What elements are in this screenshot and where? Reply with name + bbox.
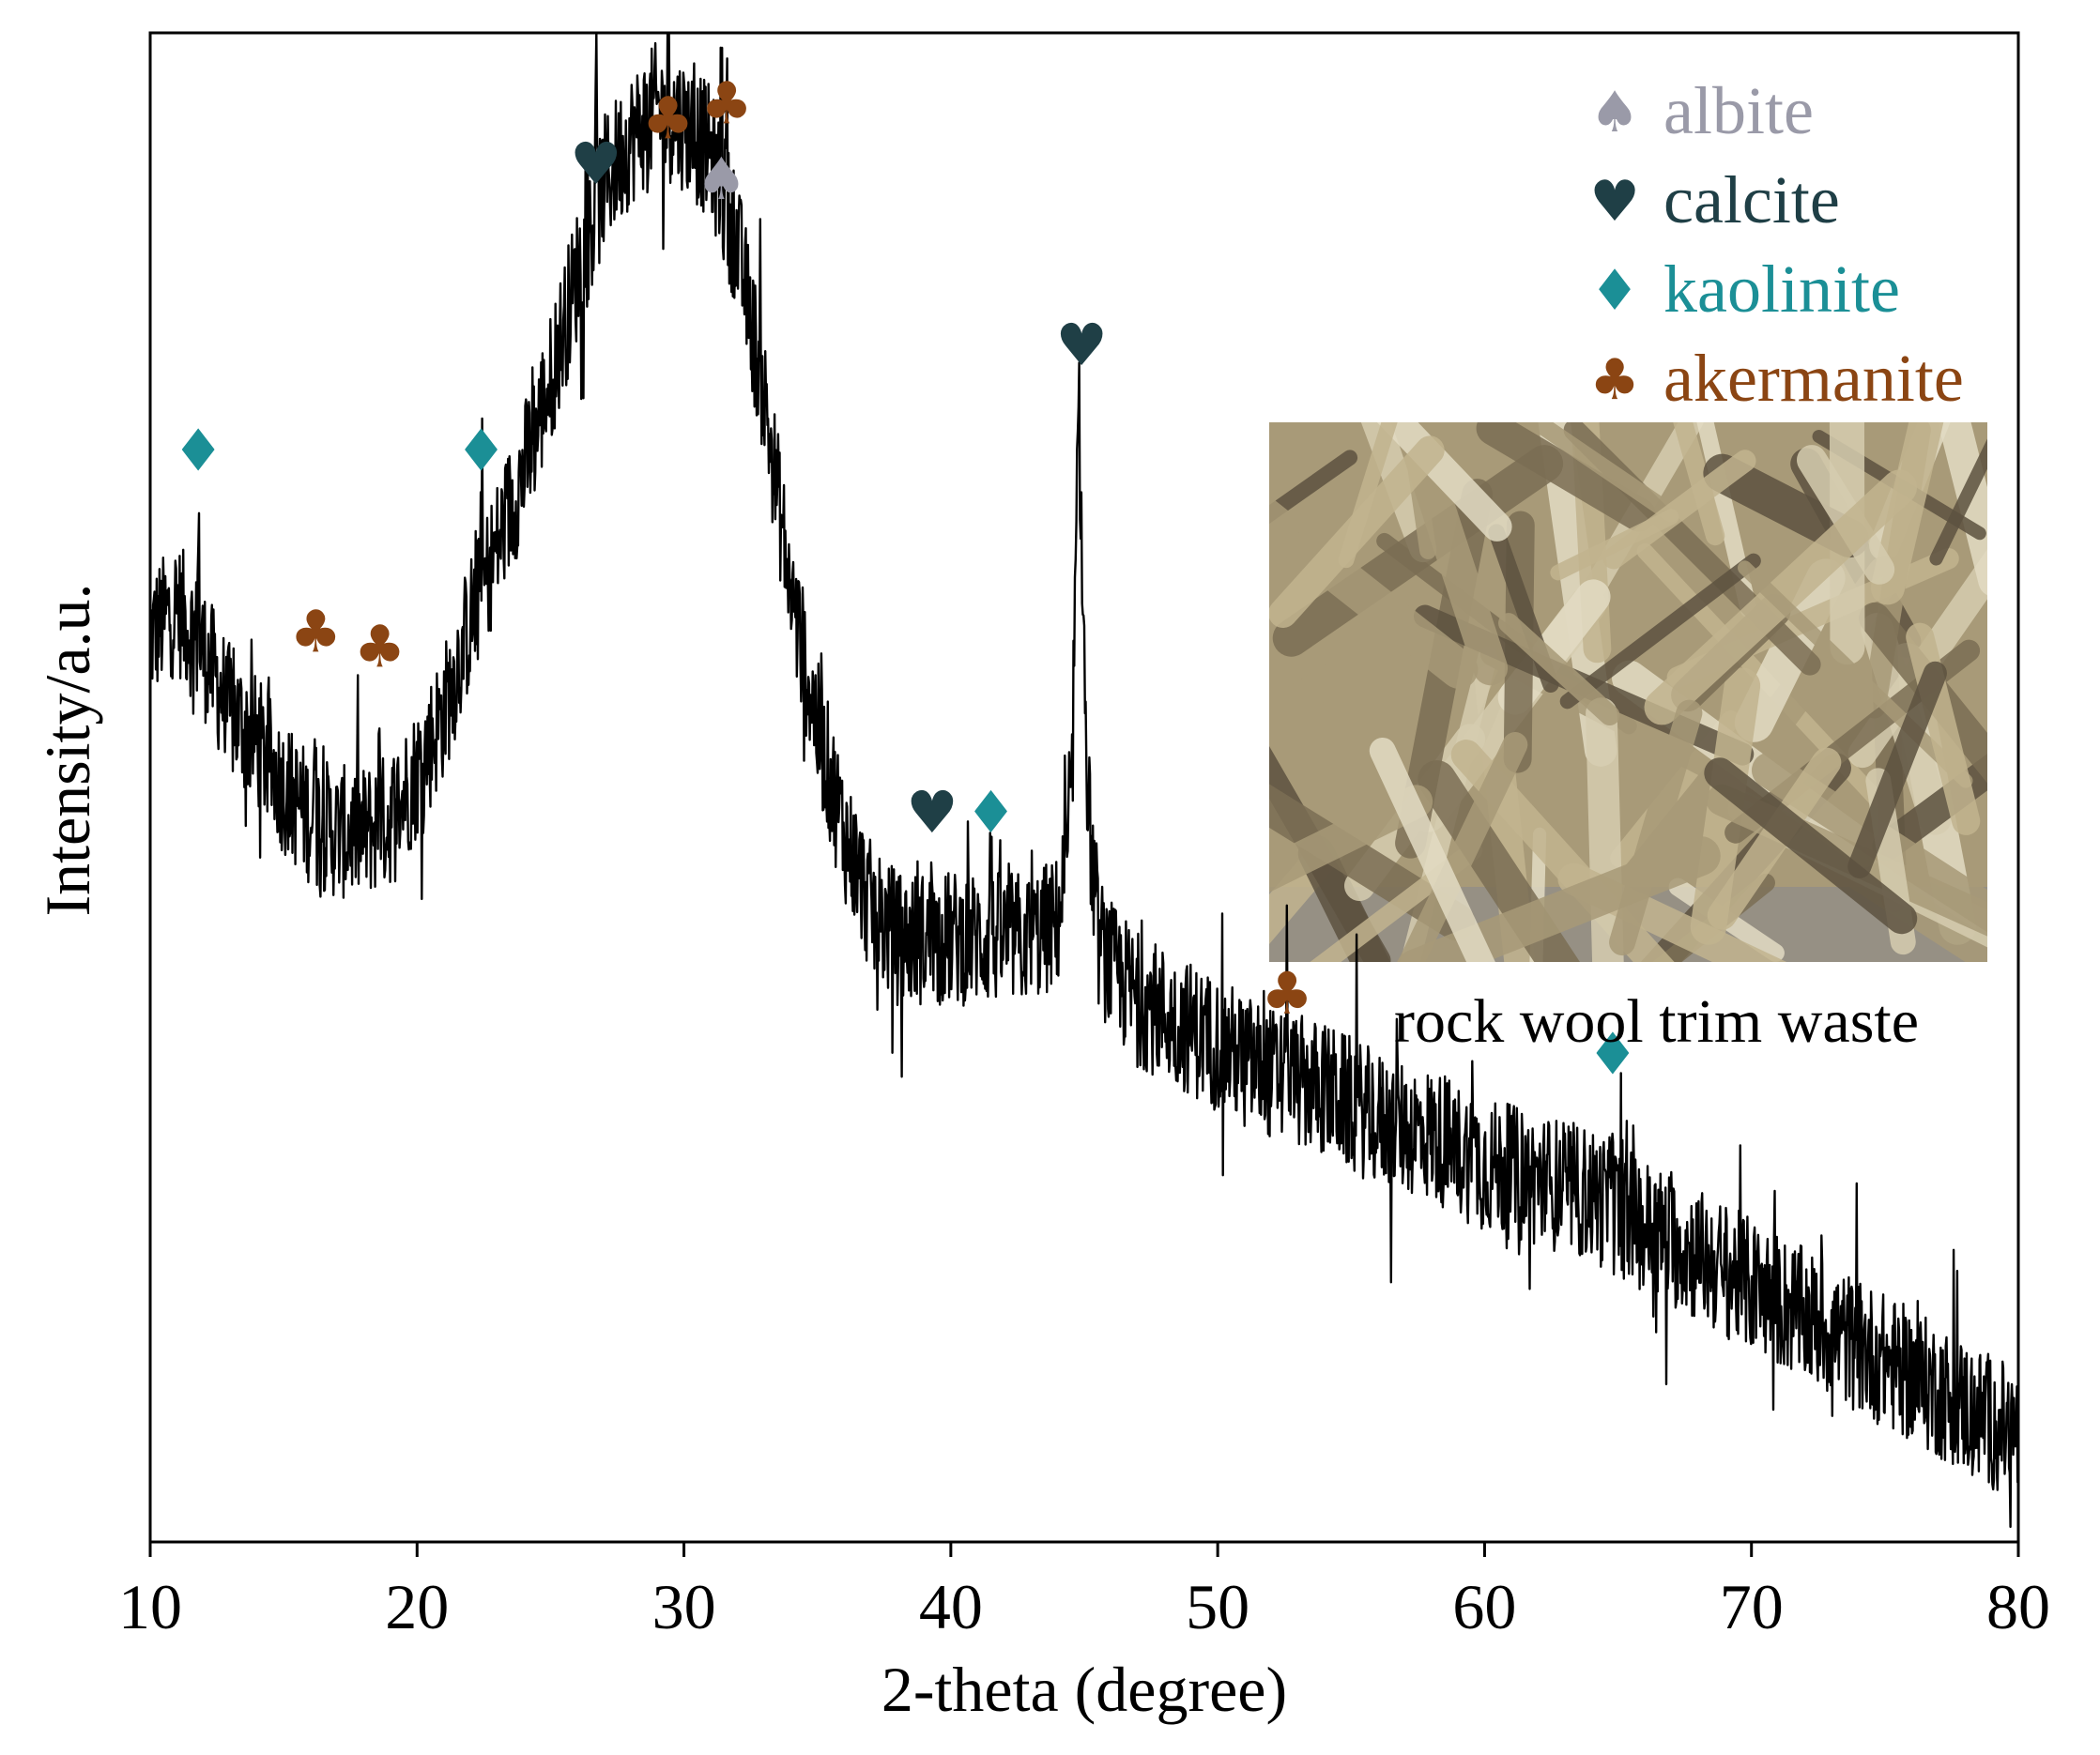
legend-label-albite: albite [1663,73,1814,148]
peak-marker-kaolinite: ♦ [1586,1020,1639,1089]
plot-frame [148,31,2020,1544]
x-axis: 10 20 30 40 50 60 70 80 [118,1542,2050,1642]
inset-fibre [1586,697,1624,962]
peak-marker-calcite: ♥ [570,130,622,198]
legend-symbol-albite: ♠ [1589,80,1640,145]
x-tick-label: 20 [385,1571,449,1642]
inset-fibre [1269,450,1358,525]
inset-fibre [1360,422,1437,563]
inset-fibre [1522,422,1680,523]
inset-fibre [1369,737,1495,962]
xrd-series-line [148,31,2020,1529]
peak-marker-kaolinite: ♦ [455,416,508,484]
peak-marker-akermanite: ♣ [642,84,695,153]
peak-marker-akermanite: ♣ [354,612,406,680]
legend-label-calcite: calcite [1663,162,1840,237]
legend-label-kaolinite: kaolinite [1663,252,1900,327]
x-tick-label: 60 [1452,1571,1516,1642]
peak-marker-calcite: ♥ [906,778,958,847]
legend-label-akermanite: akermanite [1663,341,1964,416]
legend-symbol-kaolinite: ♦ [1589,258,1640,324]
x-tick-label: 80 [1986,1571,2050,1642]
peak-marker-kaolinite: ♦ [172,416,224,484]
inset-fibre [1418,760,1580,962]
x-tick-label: 40 [919,1571,983,1642]
x-tick-label: 70 [1720,1571,1784,1642]
series-layer [148,31,2020,1529]
inset-caption: rock wool trim waste [1394,987,1919,1056]
inset-fibre [1269,435,1445,628]
peak-marker-albite: ♠ [696,145,748,213]
x-tick-label: 50 [1186,1571,1249,1642]
x-tick-label: 30 [652,1571,716,1642]
peak-marker-akermanite: ♣ [289,597,342,665]
peak-marker-akermanite: ♣ [700,69,753,137]
inset-fibre [1870,422,1944,605]
inset-fibre [1602,450,1756,570]
inset-fibre [1703,453,1869,558]
peak-marker-akermanite: ♣ [1261,959,1313,1028]
inset-fibre [1559,553,1761,710]
inset-fibre [1737,560,1973,788]
x-axis-title: 2-theta (degree) [881,1654,1287,1725]
peak-marker-calcite: ♥ [1055,311,1108,379]
inset-fibre [1929,438,1987,566]
inset-fibre [1847,661,1947,878]
inset-fibre [1609,699,1703,956]
x-tick-label: 10 [118,1571,182,1642]
inset-fibre [1476,422,1657,532]
inset-fibre [1272,445,1564,657]
inset-fibre [1859,602,1987,784]
legend-symbol-akermanite: ♣ [1589,347,1640,413]
y-axis-title: Intensity/a.u. [32,583,103,916]
inset-fibre [1297,834,1391,962]
legend: ♠ albite ♥ calcite ♦ kaolinite ♣ akermanite [1589,73,1964,416]
legend-symbol-calcite: ♥ [1589,169,1640,235]
inset-fibre [1704,757,1918,935]
peak-markers: ♦♣ ♣♦♥♣♠♣♥ ♦♥♣♦ [172,69,1638,1088]
inset-fibre [1707,747,1842,930]
inset-fibre [1673,422,1725,546]
inset-fibre [1376,422,1512,542]
inset-photo [1269,422,1987,962]
inset-fibre [1498,613,1620,726]
inset-fibre [1269,785,1433,893]
peak-marker-kaolinite: ♦ [965,778,1018,847]
